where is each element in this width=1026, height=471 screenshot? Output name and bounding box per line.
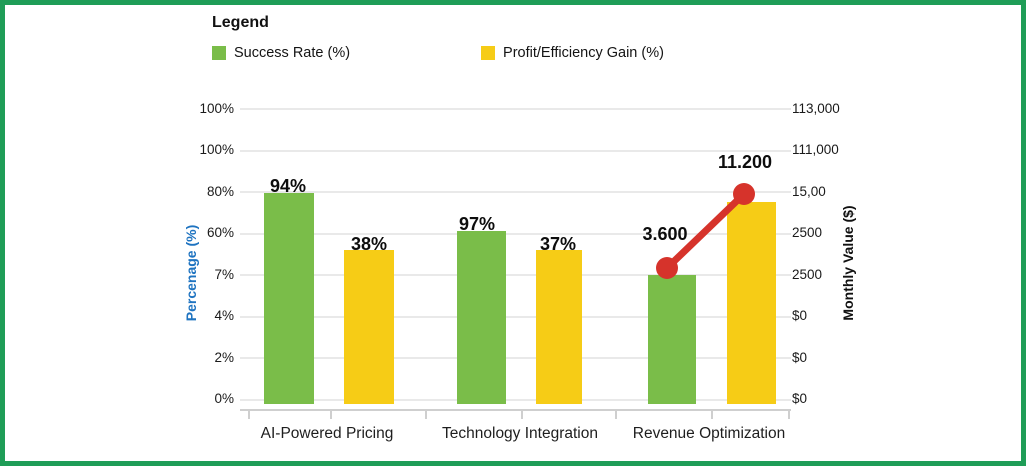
gridline bbox=[240, 274, 791, 276]
x-axis-line bbox=[240, 409, 791, 411]
y-tick-label-left: 4% bbox=[214, 308, 234, 323]
y-tick-label-left: 100% bbox=[199, 142, 234, 157]
y-tick-label-right: $0 bbox=[792, 391, 808, 406]
y-tick-label-right: $0 bbox=[792, 350, 808, 365]
value-label: 97% bbox=[458, 214, 496, 234]
y-tick-label-right: $0 bbox=[792, 308, 808, 323]
y-tick-label-left: 60% bbox=[206, 225, 234, 240]
gridline bbox=[240, 191, 791, 193]
y-tick-label-left: 7% bbox=[214, 267, 234, 282]
gridline bbox=[240, 357, 791, 359]
legend-label-success: Success Rate (%) bbox=[234, 45, 351, 61]
value-label: 3.600 bbox=[642, 224, 688, 244]
x-category-label: Revenue Optimization bbox=[632, 425, 786, 442]
gridline bbox=[240, 150, 791, 152]
x-axis-tick bbox=[330, 411, 332, 419]
y-tick-label-right: 15,00 bbox=[792, 184, 826, 199]
value-label: 11.200 bbox=[717, 152, 773, 172]
value-label: 38% bbox=[350, 234, 388, 254]
y-tick-label-left: 80% bbox=[206, 184, 234, 199]
x-axis-tick bbox=[521, 411, 523, 419]
legend-label-profit: Profit/Efficiency Gain (%) bbox=[503, 45, 664, 61]
value-label: 37% bbox=[539, 234, 577, 254]
bar-profit-tech-integration bbox=[536, 250, 582, 404]
legend-swatch-success-icon bbox=[212, 46, 226, 60]
right-axis-title: Monthly Value ($) bbox=[840, 205, 856, 321]
y-tick-label-left: 2% bbox=[214, 350, 234, 365]
y-tick-label-right: 111,000 bbox=[792, 142, 839, 157]
legend: Success Rate (%) Profit/Efficiency Gain … bbox=[212, 45, 664, 61]
y-tick-label-left: 0% bbox=[214, 391, 234, 406]
x-axis-tick bbox=[615, 411, 617, 419]
x-category-label: Technology Integration bbox=[442, 425, 598, 442]
x-axis-tick bbox=[248, 411, 250, 419]
bar-success-ai-pricing bbox=[264, 193, 314, 404]
left-axis-title: Percenage (%) bbox=[183, 224, 199, 322]
x-category-label: AI-Powered Pricing bbox=[260, 425, 394, 442]
gridline bbox=[240, 233, 791, 235]
legend-title: Legend bbox=[212, 14, 269, 31]
y-tick-label-right: 2500 bbox=[792, 225, 823, 240]
x-axis-tick bbox=[711, 411, 713, 419]
x-axis-tick bbox=[788, 411, 790, 419]
gridline bbox=[240, 108, 791, 110]
x-axis-tick bbox=[425, 411, 427, 419]
value-label: 94% bbox=[269, 176, 307, 196]
gridline bbox=[240, 316, 791, 318]
y-tick-label-right: 113,000 bbox=[792, 101, 840, 116]
bar-success-revenue-opt bbox=[648, 275, 696, 404]
y-tick-label-right: 2500 bbox=[792, 267, 823, 282]
bar-profit-ai-pricing bbox=[344, 250, 394, 404]
legend-swatch-profit-icon bbox=[481, 46, 496, 60]
bar-profit-revenue-opt bbox=[727, 202, 776, 404]
y-tick-label-left: 100% bbox=[199, 101, 234, 116]
gridline bbox=[240, 399, 791, 401]
bar-success-tech-integration bbox=[457, 231, 506, 404]
